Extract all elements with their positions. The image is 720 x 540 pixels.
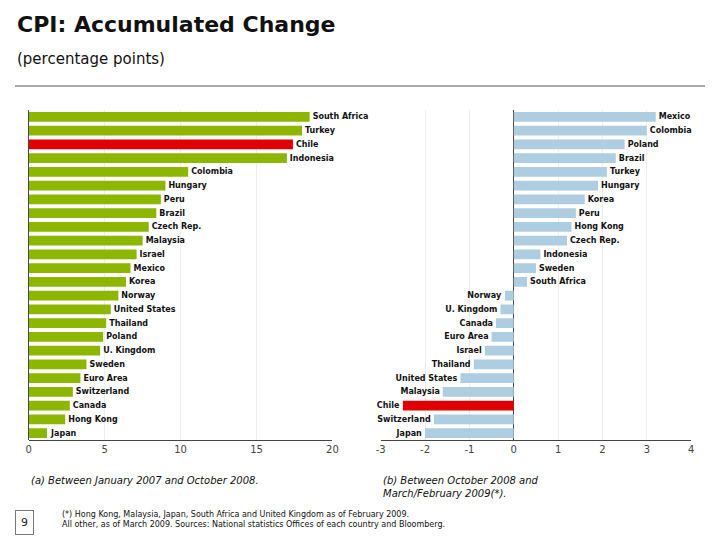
- svg-text:U. Kingdom: U. Kingdom: [445, 305, 497, 314]
- svg-text:Hong Kong: Hong Kong: [574, 222, 624, 231]
- svg-text:Czech Rep.: Czech Rep.: [570, 236, 620, 245]
- svg-text:1: 1: [555, 444, 561, 455]
- svg-text:2: 2: [599, 444, 605, 455]
- svg-text:Korea: Korea: [588, 195, 614, 204]
- svg-text:Thailand: Thailand: [432, 360, 471, 369]
- svg-text:(*) Hong Kong, Malaysia, Japan: (*) Hong Kong, Malaysia, Japan, South Af…: [62, 510, 445, 529]
- svg-text:U. Kingdom: U. Kingdom: [103, 346, 155, 355]
- svg-text:Hungary: Hungary: [168, 181, 207, 190]
- svg-text:Mexico: Mexico: [134, 264, 166, 273]
- svg-text:Peru: Peru: [164, 195, 185, 204]
- svg-text:20: 20: [326, 444, 339, 455]
- svg-text:3: 3: [644, 444, 650, 455]
- svg-text:Israel: Israel: [456, 346, 482, 355]
- svg-text:15: 15: [250, 444, 263, 455]
- svg-text:Indonesia: Indonesia: [290, 154, 334, 163]
- svg-text:0: 0: [26, 444, 32, 455]
- svg-text:Colombia: Colombia: [650, 126, 692, 135]
- svg-text:Israel: Israel: [140, 250, 166, 259]
- svg-text:(a) Between January 2007 and O: (a) Between January 2007 and October 200…: [31, 475, 259, 486]
- svg-text:Poland: Poland: [106, 332, 137, 341]
- svg-text:Sweden: Sweden: [539, 264, 575, 273]
- svg-text:Japan: Japan: [396, 429, 423, 438]
- svg-text:Mexico: Mexico: [659, 112, 691, 121]
- svg-text:Chile: Chile: [296, 140, 319, 149]
- svg-text:Malaysia: Malaysia: [400, 387, 439, 396]
- svg-text:Canada: Canada: [73, 401, 107, 410]
- svg-text:Turkey: Turkey: [305, 126, 336, 135]
- svg-text:Turkey: Turkey: [610, 167, 641, 176]
- svg-text:United States: United States: [396, 374, 458, 383]
- svg-text:(percentage points): (percentage points): [17, 50, 165, 68]
- svg-text:9: 9: [21, 516, 28, 529]
- svg-text:5: 5: [102, 444, 108, 455]
- svg-text:10: 10: [174, 444, 187, 455]
- svg-text:Peru: Peru: [579, 209, 600, 218]
- svg-text:0: 0: [511, 444, 517, 455]
- svg-text:Sweden: Sweden: [89, 360, 125, 369]
- svg-text:Indonesia: Indonesia: [543, 250, 587, 259]
- svg-text:CPI: Accumulated Change: CPI: Accumulated Change: [17, 12, 335, 37]
- svg-text:Czech Rep.: Czech Rep.: [152, 222, 202, 231]
- svg-text:Euro Area: Euro Area: [444, 332, 488, 341]
- svg-text:Colombia: Colombia: [191, 167, 233, 176]
- svg-text:Brazil: Brazil: [619, 154, 645, 163]
- svg-text:Korea: Korea: [129, 277, 155, 286]
- svg-text:South Africa: South Africa: [313, 112, 369, 121]
- svg-text:Hungary: Hungary: [601, 181, 640, 190]
- svg-text:(b) Between October 2008 andMa: (b) Between October 2008 andMarch/Februa…: [383, 475, 539, 499]
- svg-text:South Africa: South Africa: [530, 277, 586, 286]
- svg-text:Malaysia: Malaysia: [146, 236, 185, 245]
- svg-text:Canada: Canada: [460, 319, 494, 328]
- svg-text:Hong Kong: Hong Kong: [68, 415, 118, 424]
- svg-text:Norway: Norway: [121, 291, 156, 300]
- svg-text:Japan: Japan: [50, 429, 77, 438]
- svg-text:Chile: Chile: [377, 401, 400, 410]
- svg-text:Thailand: Thailand: [109, 319, 148, 328]
- svg-text:4: 4: [688, 444, 694, 455]
- svg-text:-3: -3: [376, 444, 386, 455]
- svg-text:Euro Area: Euro Area: [83, 374, 127, 383]
- svg-text:Brazil: Brazil: [159, 209, 185, 218]
- svg-text:United States: United States: [114, 305, 176, 314]
- svg-text:Switzerland: Switzerland: [377, 415, 431, 424]
- svg-text:Norway: Norway: [467, 291, 502, 300]
- svg-text:-2: -2: [420, 444, 430, 455]
- svg-text:Switzerland: Switzerland: [76, 387, 130, 396]
- svg-text:Poland: Poland: [628, 140, 659, 149]
- svg-text:-1: -1: [464, 444, 474, 455]
